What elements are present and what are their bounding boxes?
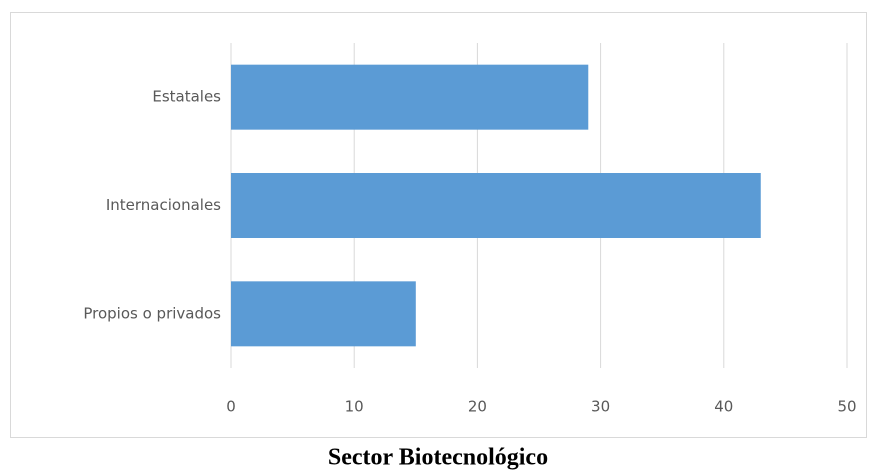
x-tick-label: 50 (837, 398, 856, 416)
x-tick-label: 30 (591, 398, 610, 416)
x-tick-label: 10 (345, 398, 364, 416)
y-tick-label: Internacionales (106, 196, 221, 214)
bar (231, 173, 761, 238)
bar (231, 281, 416, 347)
x-tick-label: 20 (468, 398, 487, 416)
y-tick-label: Propios o privados (83, 304, 221, 322)
y-tick-label: Estatales (152, 88, 221, 106)
chart-title: Sector Biotecnológico (328, 445, 548, 471)
bar (231, 64, 589, 130)
x-tick-label: 40 (714, 398, 733, 416)
x-tick-label: 0 (226, 398, 236, 416)
